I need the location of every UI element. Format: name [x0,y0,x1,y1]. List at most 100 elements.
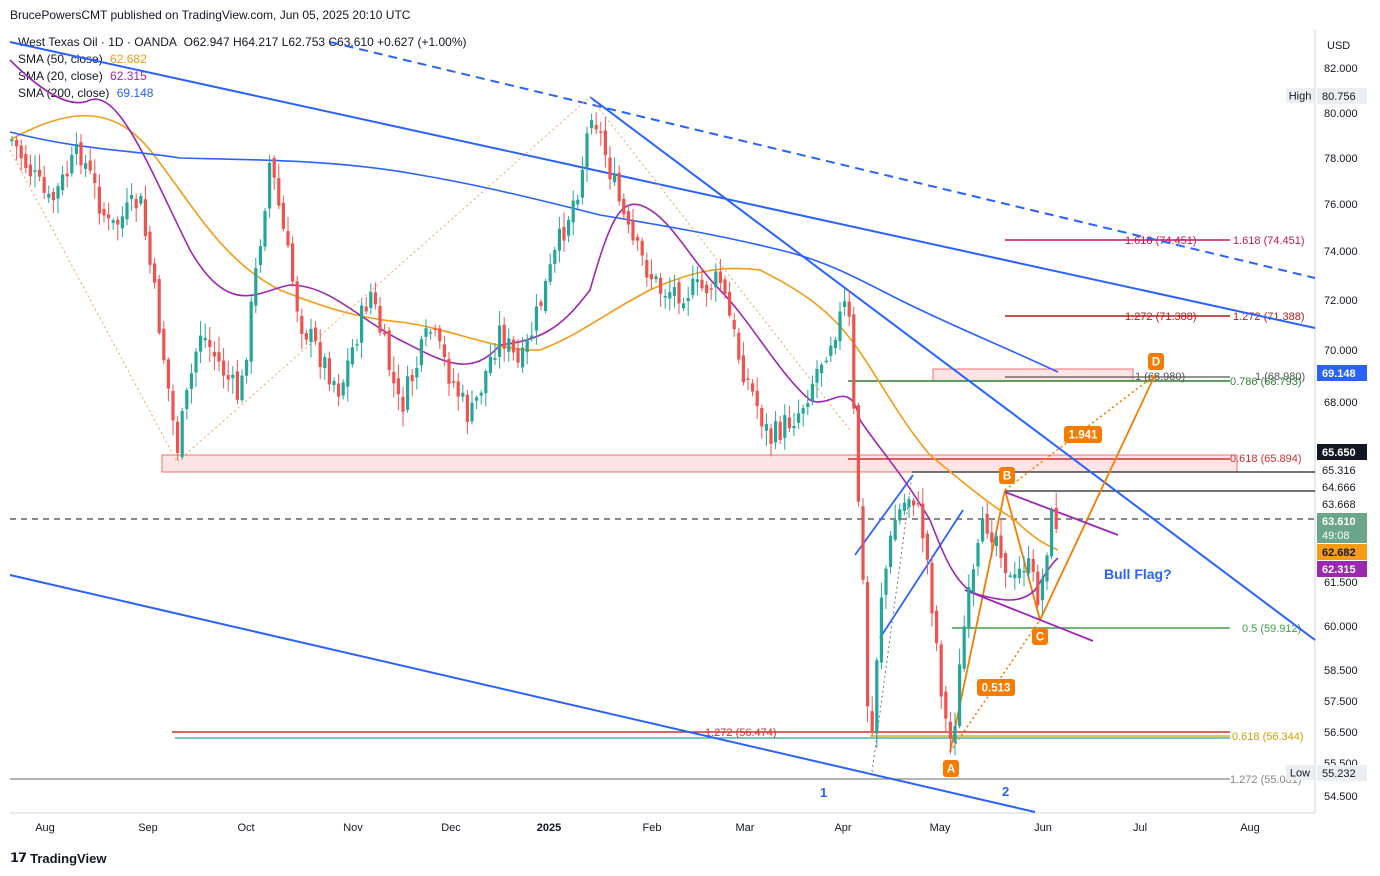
candle-body [406,376,410,410]
candle-body [691,278,695,296]
candle-body [176,421,180,453]
candle-body [162,328,166,361]
candle-body [102,208,106,216]
candle-body [507,338,511,352]
candle-body [948,721,952,739]
candle-body [723,279,727,295]
candle-body [820,364,824,374]
sma50-line [9,114,1059,551]
candle-body [212,351,216,357]
y-tick-label: 72.000 [1324,295,1358,307]
candle-body [902,502,906,511]
fib-level-label: 1.618 (74.451) [1233,235,1305,247]
candle-body [866,582,870,707]
candle-body [1017,568,1021,579]
candle-body [222,360,226,376]
candle-body [567,219,571,236]
candle-body [189,373,193,389]
candle-body [442,344,446,358]
price-tag-box [1317,513,1367,543]
candle-body [488,356,492,374]
sma20-line [9,59,1059,601]
candle-body [700,279,704,289]
candle-body [332,381,336,386]
tradingview-brand: TradingView [30,850,107,866]
candle-body [521,347,525,368]
candle-body [116,219,120,225]
price-tag-flag: High [1289,91,1312,103]
trendline-lower-channel [9,574,1036,813]
candle-body [61,174,65,191]
candle-body [833,339,837,349]
candle-body [433,328,437,331]
price-tag-box [1317,444,1367,460]
candle-body [603,130,607,156]
candle-body [502,324,506,349]
point-c-label-box [1032,628,1048,645]
candle-body [171,391,175,421]
price-tag-box [1317,365,1367,381]
candle-body [636,237,640,241]
candle-body [649,273,653,280]
candle-body [1031,558,1035,572]
candle-body [751,383,755,392]
publisher-line: BrucePowersCMT published on TradingView.… [10,8,411,22]
sma20-row[interactable]: SMA (20, close) 62.315 [18,68,467,85]
candle-body [498,325,502,357]
x-tick-label: 2025 [537,822,561,834]
sma20-label: SMA (20, close) [18,69,103,83]
candle-body [364,306,368,312]
candle-body [686,298,690,302]
candle-body [599,131,603,133]
x-tick-label: Aug [1240,822,1260,834]
price-tag-value: 63.610 [1322,516,1356,528]
sma50-row[interactable]: SMA (50, close) 62.682 [18,51,467,68]
wave-2-label: 2 [1002,784,1009,799]
sma200-row[interactable]: SMA (200, close) 69.148 [18,85,467,102]
price-tag-value: 65.650 [1322,447,1356,459]
candle-body [967,587,971,628]
candle-body [585,133,589,168]
candle-body [447,358,451,384]
symbol-row[interactable]: West Texas Oil · 1D · OANDA O62.947 H64.… [18,34,467,51]
candle-body [1054,507,1058,529]
candle-body [677,282,681,304]
sma200-label: SMA (200, close) [18,86,110,100]
candle-body [792,425,796,429]
candle-body [392,371,396,384]
sma20-value: 62.315 [110,69,147,83]
candle-body [79,142,83,166]
x-tick-label: Feb [643,822,662,834]
candle-body [787,417,791,429]
candle-body [208,339,212,348]
candle-body [268,162,272,209]
rising-channel-upper [854,474,914,556]
candle-body [925,533,929,560]
candle-body [410,374,414,382]
candle-body [107,214,111,219]
candle-body [134,198,138,209]
candle-body [539,301,543,307]
candle-body [797,413,801,423]
candle-body [774,421,778,443]
ratio-1941-label-box [1064,426,1102,443]
trendline-dashed [329,41,1316,279]
candle-body [590,120,594,129]
tradingview-footer[interactable]: 𝟭𝟳 TradingView [10,850,106,866]
candle-body [718,271,722,284]
price-tag-value: 63.668 [1322,499,1356,511]
y-tick-label: 68.000 [1324,397,1358,409]
wave-1-label: 1 [820,785,827,800]
fib-level-label: 0.786 (68.793) [1230,376,1302,388]
candle-body [613,173,617,183]
candle-body [617,172,621,202]
candle-body [682,303,686,309]
candle-body [28,164,32,177]
point-a-label-box [943,760,959,777]
candle-body [576,199,580,205]
y-tick-label: 60.000 [1324,621,1358,633]
candle-body [249,301,253,362]
candle-body [645,260,649,278]
candle-body [493,358,497,360]
